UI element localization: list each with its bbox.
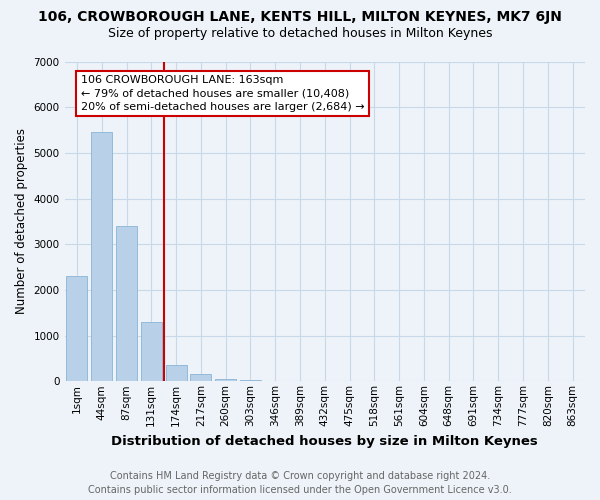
Y-axis label: Number of detached properties: Number of detached properties	[15, 128, 28, 314]
Text: 106 CROWBOROUGH LANE: 163sqm
← 79% of detached houses are smaller (10,408)
20% o: 106 CROWBOROUGH LANE: 163sqm ← 79% of de…	[80, 75, 364, 112]
Bar	[166, 366, 187, 382]
Text: 106, CROWBOROUGH LANE, KENTS HILL, MILTON KEYNES, MK7 6JN: 106, CROWBOROUGH LANE, KENTS HILL, MILTO…	[38, 10, 562, 24]
Text: Contains HM Land Registry data © Crown copyright and database right 2024.
Contai: Contains HM Land Registry data © Crown c…	[88, 471, 512, 495]
Bar	[67, 276, 88, 382]
Text: Size of property relative to detached houses in Milton Keynes: Size of property relative to detached ho…	[108, 28, 492, 40]
Bar	[141, 322, 162, 382]
X-axis label: Distribution of detached houses by size in Milton Keynes: Distribution of detached houses by size …	[112, 434, 538, 448]
Bar	[91, 132, 112, 382]
Bar	[116, 226, 137, 382]
Bar	[215, 379, 236, 382]
Bar	[240, 380, 261, 382]
Bar	[190, 374, 211, 382]
